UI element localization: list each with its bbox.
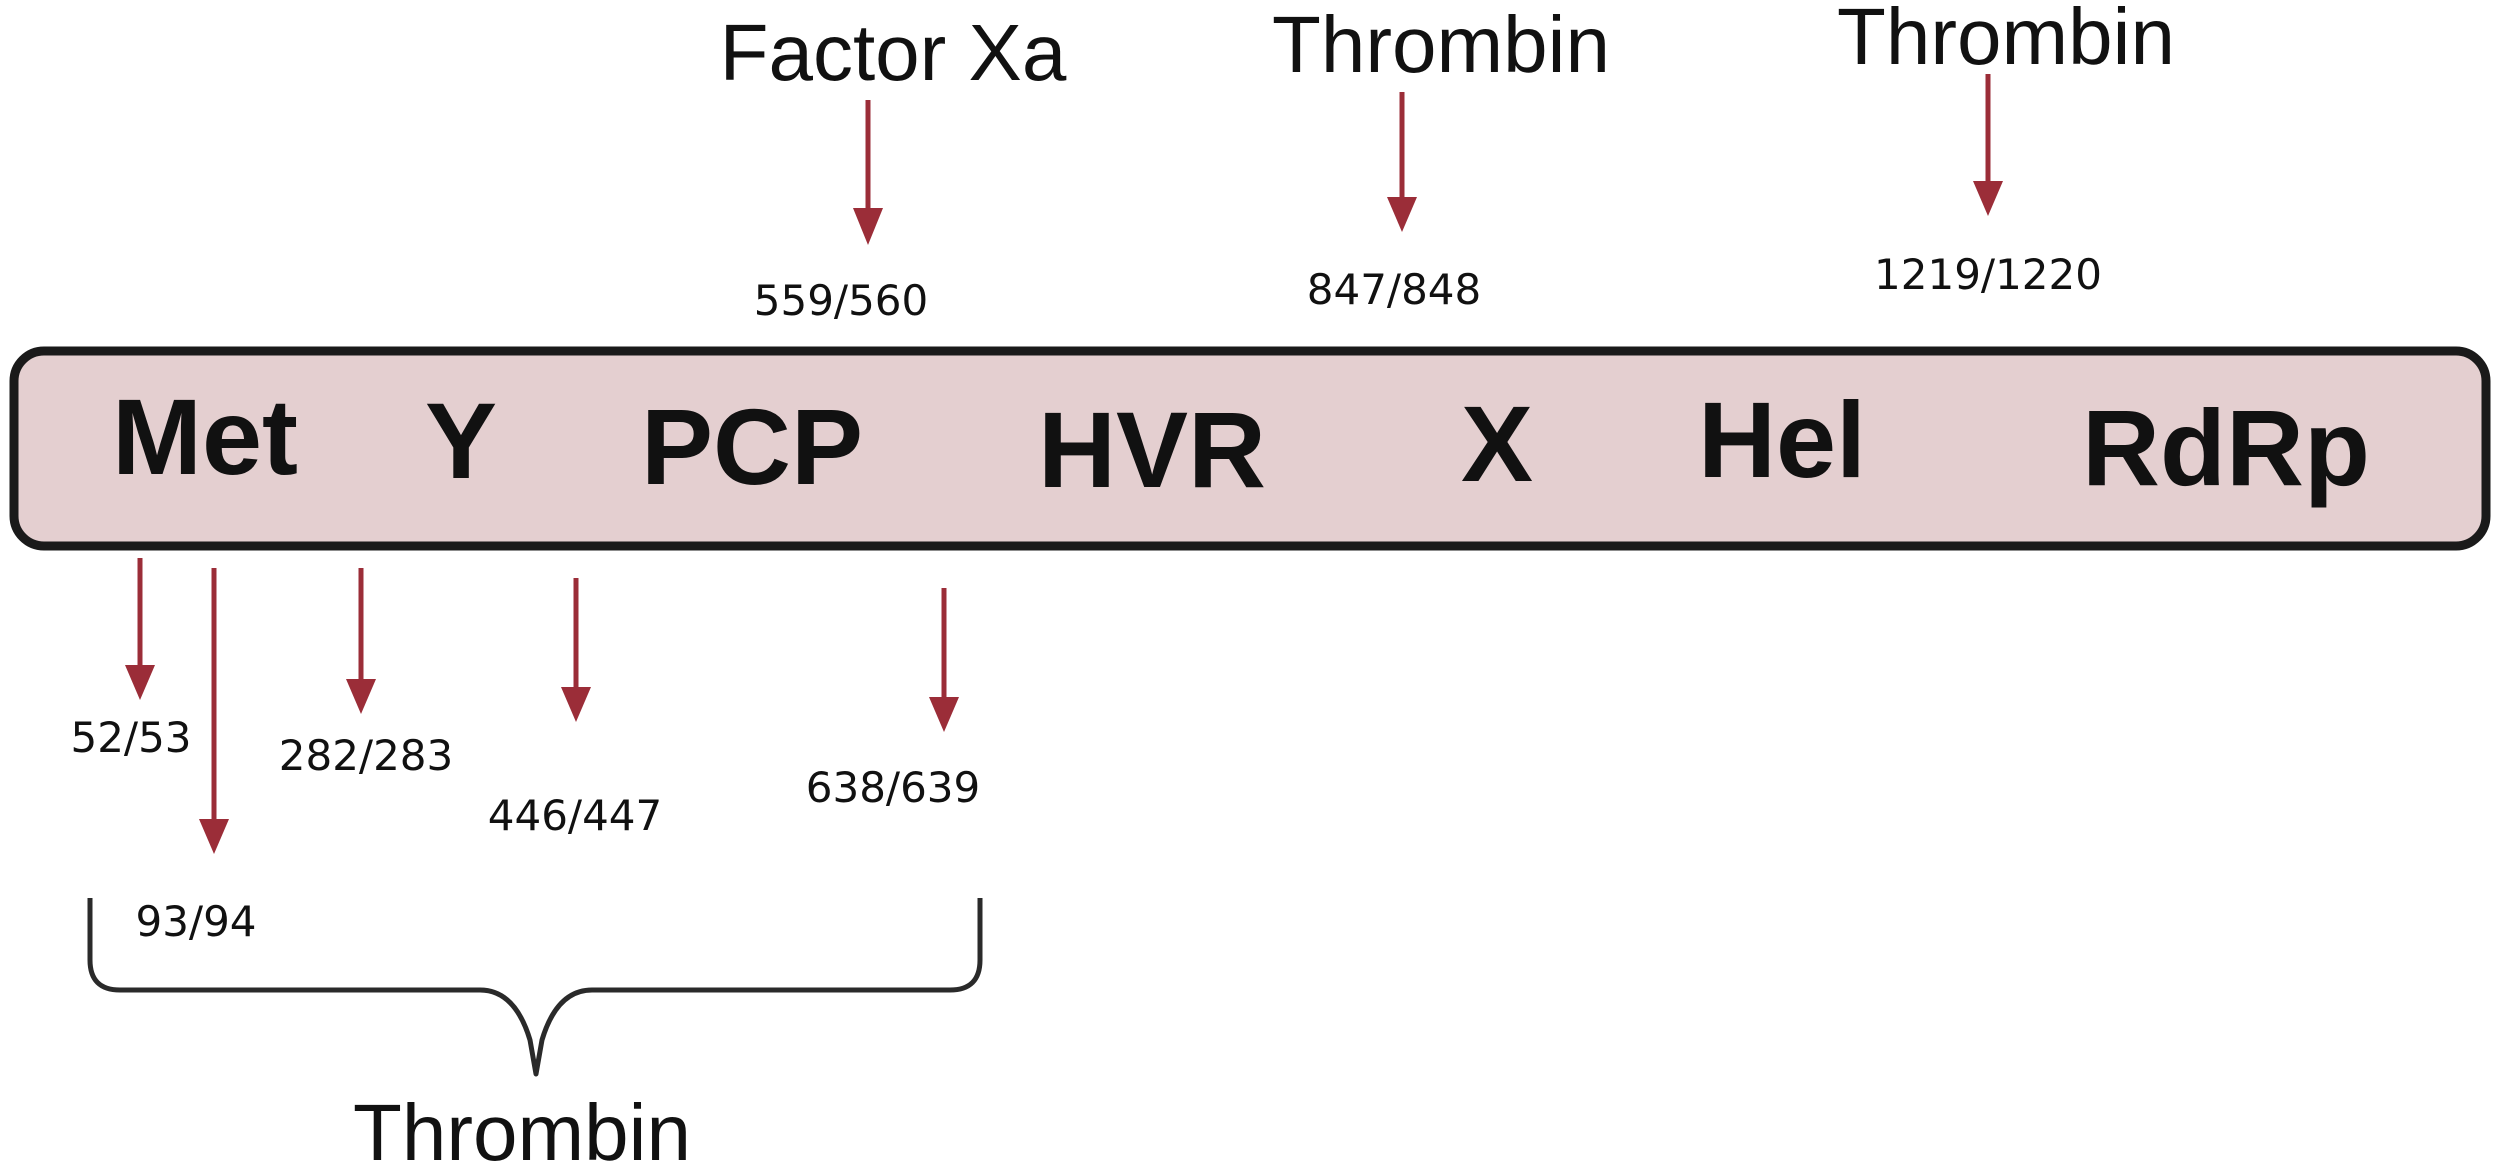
enzyme-factor-xa: Factor Xa bbox=[720, 8, 1067, 97]
site-label-559-560: 559/560 bbox=[754, 276, 928, 325]
thrombin-group-brace bbox=[87, 898, 983, 1077]
top-arrow-thrombin-2 bbox=[1973, 74, 2003, 216]
domain-pcp: PCP bbox=[641, 386, 863, 507]
enzyme-thrombin-1: Thrombin bbox=[1272, 0, 1610, 89]
domain-x: X bbox=[1461, 383, 1533, 504]
enzyme-thrombin-bottom: Thrombin bbox=[353, 1088, 691, 1164]
bottom-arrow-638-639 bbox=[929, 588, 959, 732]
top-arrow-thrombin-1 bbox=[1387, 92, 1417, 232]
polyprotein-bar bbox=[9, 346, 2491, 551]
site-label-446-447: 446/447 bbox=[488, 791, 662, 840]
site-label-93-94: 93/94 bbox=[135, 897, 256, 946]
domain-hel: Hel bbox=[1698, 379, 1866, 500]
bottom-arrow-446-447 bbox=[561, 578, 591, 722]
domain-met: Met bbox=[112, 376, 298, 497]
site-label-638-639: 638/639 bbox=[806, 763, 980, 812]
enzyme-thrombin-2: Thrombin bbox=[1837, 0, 2175, 81]
bottom-arrow-282-283 bbox=[346, 568, 376, 714]
site-label-52-53: 52/53 bbox=[70, 713, 191, 762]
domain-y: Y bbox=[425, 380, 497, 501]
site-label-1219-1220: 1219/1220 bbox=[1874, 250, 2102, 299]
bottom-arrow-52-53 bbox=[125, 558, 155, 700]
domain-hvr: HVR bbox=[1038, 389, 1266, 510]
bottom-arrow-93-94 bbox=[199, 568, 229, 854]
top-arrow-factor-xa bbox=[853, 100, 883, 245]
site-label-282-283: 282/283 bbox=[279, 731, 453, 780]
site-label-847-848: 847/848 bbox=[1307, 265, 1481, 314]
domain-rdrp: RdRp bbox=[2082, 387, 2370, 508]
